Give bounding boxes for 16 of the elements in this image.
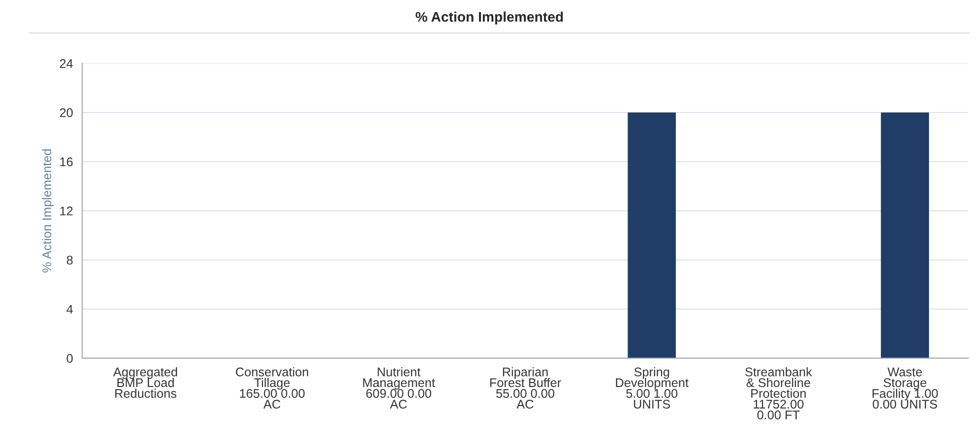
y-tick-label: 24 <box>60 59 73 68</box>
y-tick-label: 4 <box>66 304 73 314</box>
x-tick-label: Riparian Forest Buffer 55.00 0.00 AC <box>490 367 562 409</box>
x-tick-label: Aggregated BMP Load Reductions <box>113 367 178 398</box>
x-tick-label: Waste Storage Facility 1.00 0.00 UNITS <box>872 368 938 409</box>
y-axis-title: % Action Implemented <box>42 149 54 272</box>
x-tick-label: Streambank & Shoreline Protection 11752.00 0.00 FT <box>745 367 812 420</box>
y-tick-label: 8 <box>66 256 73 265</box>
x-tick-label: Nutrient Management 609.00 0.00 AC <box>363 367 436 409</box>
y-tick-label: 0 <box>66 354 73 363</box>
y-tick-label: 16 <box>60 157 73 166</box>
x-tick-label: Conservation Tillage 165.00 0.00 AC <box>236 367 308 409</box>
x-tick-label: Spring Development 5.00 1.00 UNITS <box>616 367 689 409</box>
y-tick-label: 20 <box>60 108 73 118</box>
y-tick-label: 12 <box>60 206 73 216</box>
chart-title: % Action Implemented <box>416 12 563 25</box>
